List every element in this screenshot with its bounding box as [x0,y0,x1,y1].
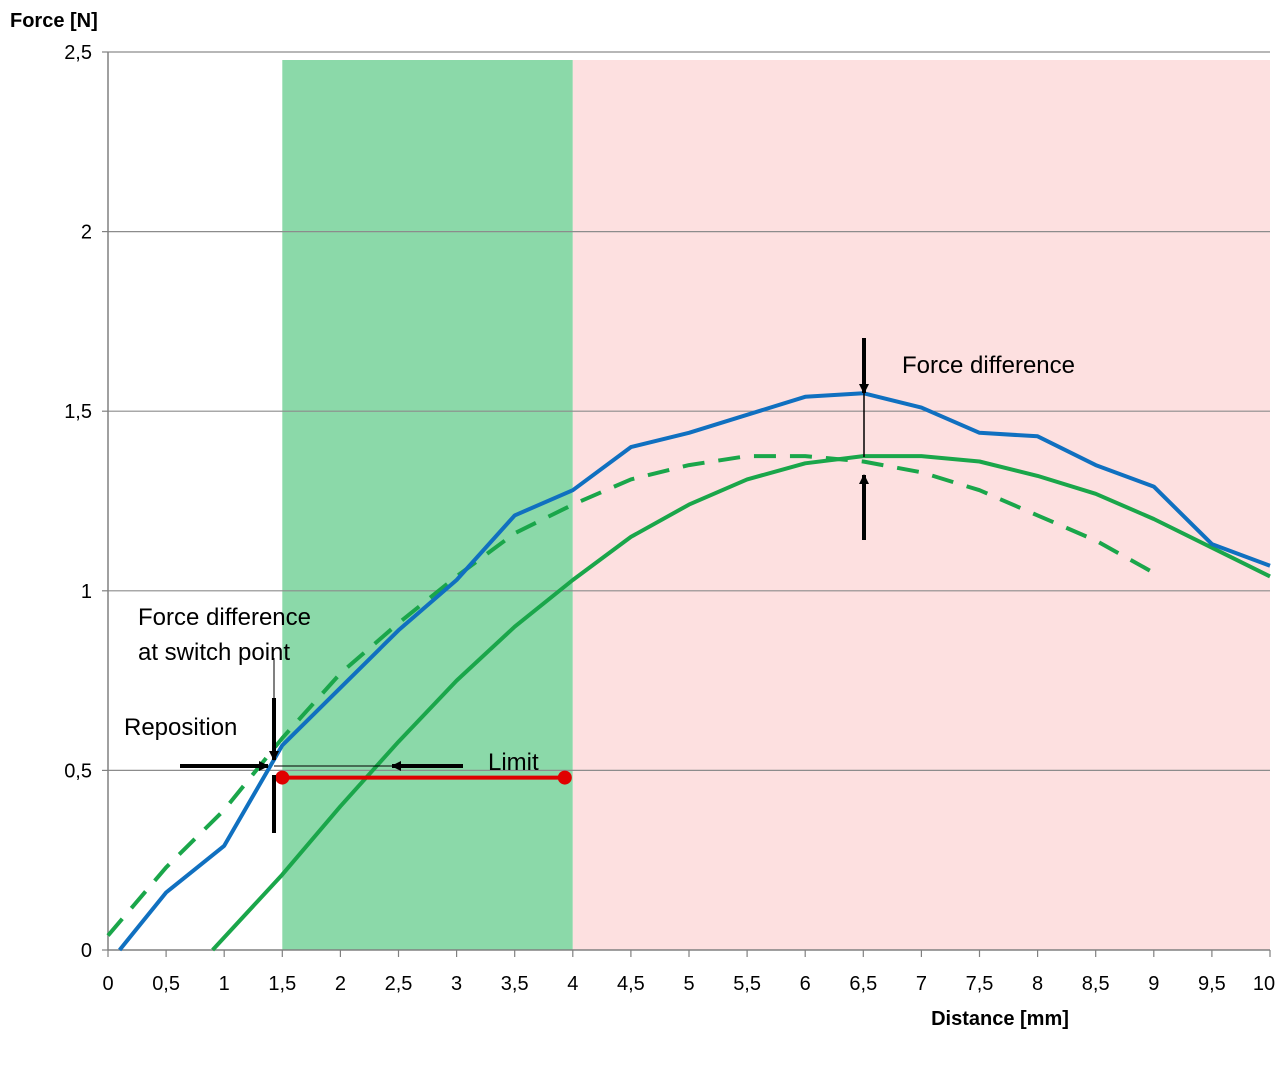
x-tick-label: 0,5 [152,973,180,995]
x-tick-label: 8 [1032,973,1043,995]
switch-point-label-line2: at switch point [138,639,290,666]
annotation-arrows [180,338,869,833]
reposition-label: Reposition [124,714,237,741]
y-tick-label: 1 [81,581,92,603]
axis-ticks: 0 0,5 1 1,5 2 2,5 0 0,5 1 1,5 2 2,5 3 3,5 4 4,5 5 5,5 6 6,5… [64,42,1275,995]
x-tick-label: 2,5 [385,973,413,995]
x-tick-label: 6 [800,973,811,995]
series-lines [106,391,1271,952]
y-tick-label: 2 [81,222,92,244]
y-tick-label: 1,5 [64,401,92,423]
y-tick-label: 0,5 [64,760,92,782]
x-tick-label: 5,5 [733,973,761,995]
x-tick-label: 1 [219,973,230,995]
x-tick-label: 4 [567,973,578,995]
limit-label: Limit [488,749,539,776]
region-band-1 [572,60,1270,950]
x-tick-label: 0 [102,973,113,995]
y-tick-label: 0 [81,940,92,962]
limit-marker [275,770,572,785]
force-difference-label: Force difference [902,352,1075,379]
gridlines [108,51,1270,772]
y-tick-label: 2,5 [64,42,92,64]
x-tick-label: 4,5 [617,973,645,995]
x-tick-label: 7,5 [966,973,994,995]
series-line-1-dashed [106,454,1155,937]
x-tick-label: 5 [683,973,694,995]
limit-end-dot [557,770,572,785]
x-tick-label: 9,5 [1198,973,1226,995]
x-tick-label: 8,5 [1082,973,1110,995]
x-tick-label: 1,5 [268,973,296,995]
x-tick-label: 7 [916,973,927,995]
x-tick-label: 10 [1253,973,1275,995]
switch-point-label-line1: Force difference [138,604,311,631]
x-axis-title: Distance [mm] [931,1008,1069,1030]
x-tick-label: 3,5 [501,973,529,995]
x-tick-label: 3 [451,973,462,995]
x-tick-label: 6,5 [849,973,877,995]
series-line-2-solid [211,454,1271,952]
y-axis-title: Force [N] [10,10,98,32]
region-band-0 [282,60,573,950]
x-tick-label: 2 [335,973,346,995]
series-line-0-solid [118,391,1271,952]
region-bands [282,60,1270,950]
limit-start-dot [275,770,290,785]
x-tick-label: 9 [1148,973,1159,995]
